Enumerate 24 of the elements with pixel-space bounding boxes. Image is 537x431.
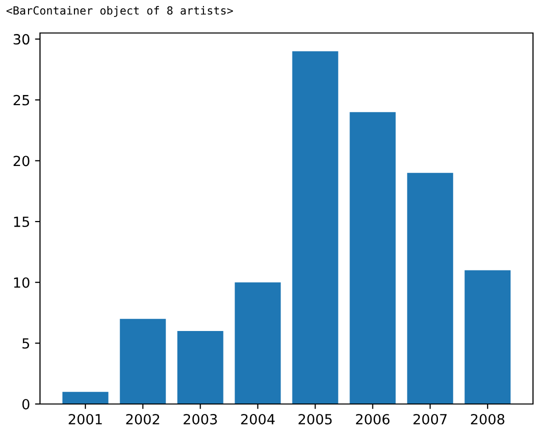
bar [120,318,166,404]
bar [292,51,338,404]
x-tick-label: 2007 [413,414,447,424]
y-tick-label: 15 [14,216,30,228]
y-tick-label: 30 [14,34,30,45]
x-tick-label: 2004 [241,414,275,424]
x-tick-label: 2005 [298,414,332,424]
y-tick-label: 10 [14,277,30,288]
bar [177,331,224,404]
x-tick-label: 2006 [356,414,390,424]
x-tick-label: 2008 [470,414,504,424]
x-tick-label: 2002 [126,414,160,424]
y-tick-label: 5 [22,338,30,349]
bar [464,270,511,404]
bar [234,282,281,404]
bar [407,172,454,404]
text: <BarContainer object of 8 artists> [6,6,233,17]
y-tick-label: 25 [14,94,30,106]
y-tick-label: 0 [22,398,30,410]
x-tick-label: 2001 [68,414,102,424]
x-tick-label: 2003 [184,414,217,424]
bar [62,392,108,404]
bar [350,112,396,404]
y-tick-label: 20 [14,156,30,166]
